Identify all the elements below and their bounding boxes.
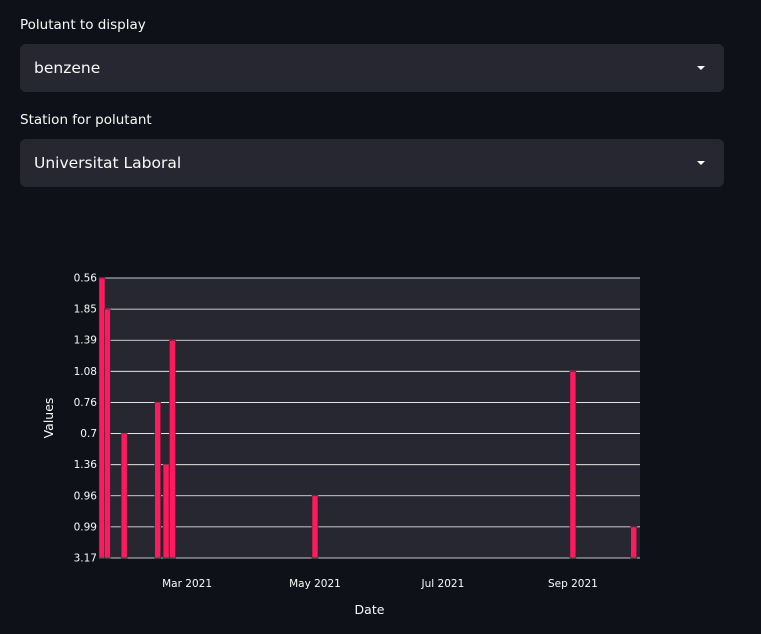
bar [311, 495, 319, 559]
pollutant-select-label: Polutant to display [20, 17, 146, 33]
y-axis-title: Values [41, 398, 56, 439]
x-axis-title: Date [355, 602, 385, 617]
bars [98, 277, 638, 559]
x-axis-ticks: Mar 2021 May 2021 Jul 2021 Sep 2021 [162, 578, 598, 590]
plot-area [99, 278, 640, 558]
x-tick-label: Jul 2021 [421, 578, 465, 590]
bar [154, 402, 162, 559]
bar [630, 526, 638, 559]
x-tick-label: Mar 2021 [162, 578, 212, 590]
bar [162, 464, 170, 559]
bar [569, 371, 577, 559]
y-tick-label: 0.7 [80, 428, 97, 440]
y-tick-label: 3.17 [74, 553, 97, 565]
y-tick-label: 1.36 [74, 459, 98, 471]
bar [120, 433, 128, 559]
gridlines [99, 277, 640, 559]
y-tick-label: 1.39 [74, 335, 97, 347]
y-tick-label: 0.99 [74, 521, 97, 533]
y-tick-label: 1.08 [74, 366, 97, 378]
station-select[interactable]: Universitat Laboral [20, 139, 724, 187]
bar [169, 339, 176, 559]
x-tick-label: May 2021 [289, 578, 341, 590]
x-tick-label: Sep 2021 [548, 578, 598, 590]
y-tick-label: 0.76 [74, 397, 98, 409]
pollutant-select[interactable]: benzene [20, 44, 724, 92]
pollutant-select-value: benzene [34, 59, 101, 77]
caret-down-icon[interactable] [697, 161, 705, 165]
y-tick-label: 0.96 [74, 490, 98, 502]
station-select-value: Universitat Laboral [34, 154, 182, 172]
station-select-label: Station for polutant [20, 112, 152, 128]
bar-chart: 3.170.990.961.360.70.761.081.391.850.56 … [41, 273, 640, 617]
caret-down-icon[interactable] [697, 66, 705, 70]
y-axis-ticks: 3.17 0.99 0.96 1.36 0.7 0.76 1.08 1.39 1.85 0.56 [74, 273, 98, 565]
y-tick-label: 1.85 [74, 304, 97, 316]
y-tick-label: 0.56 [74, 273, 98, 285]
bar [104, 308, 111, 559]
